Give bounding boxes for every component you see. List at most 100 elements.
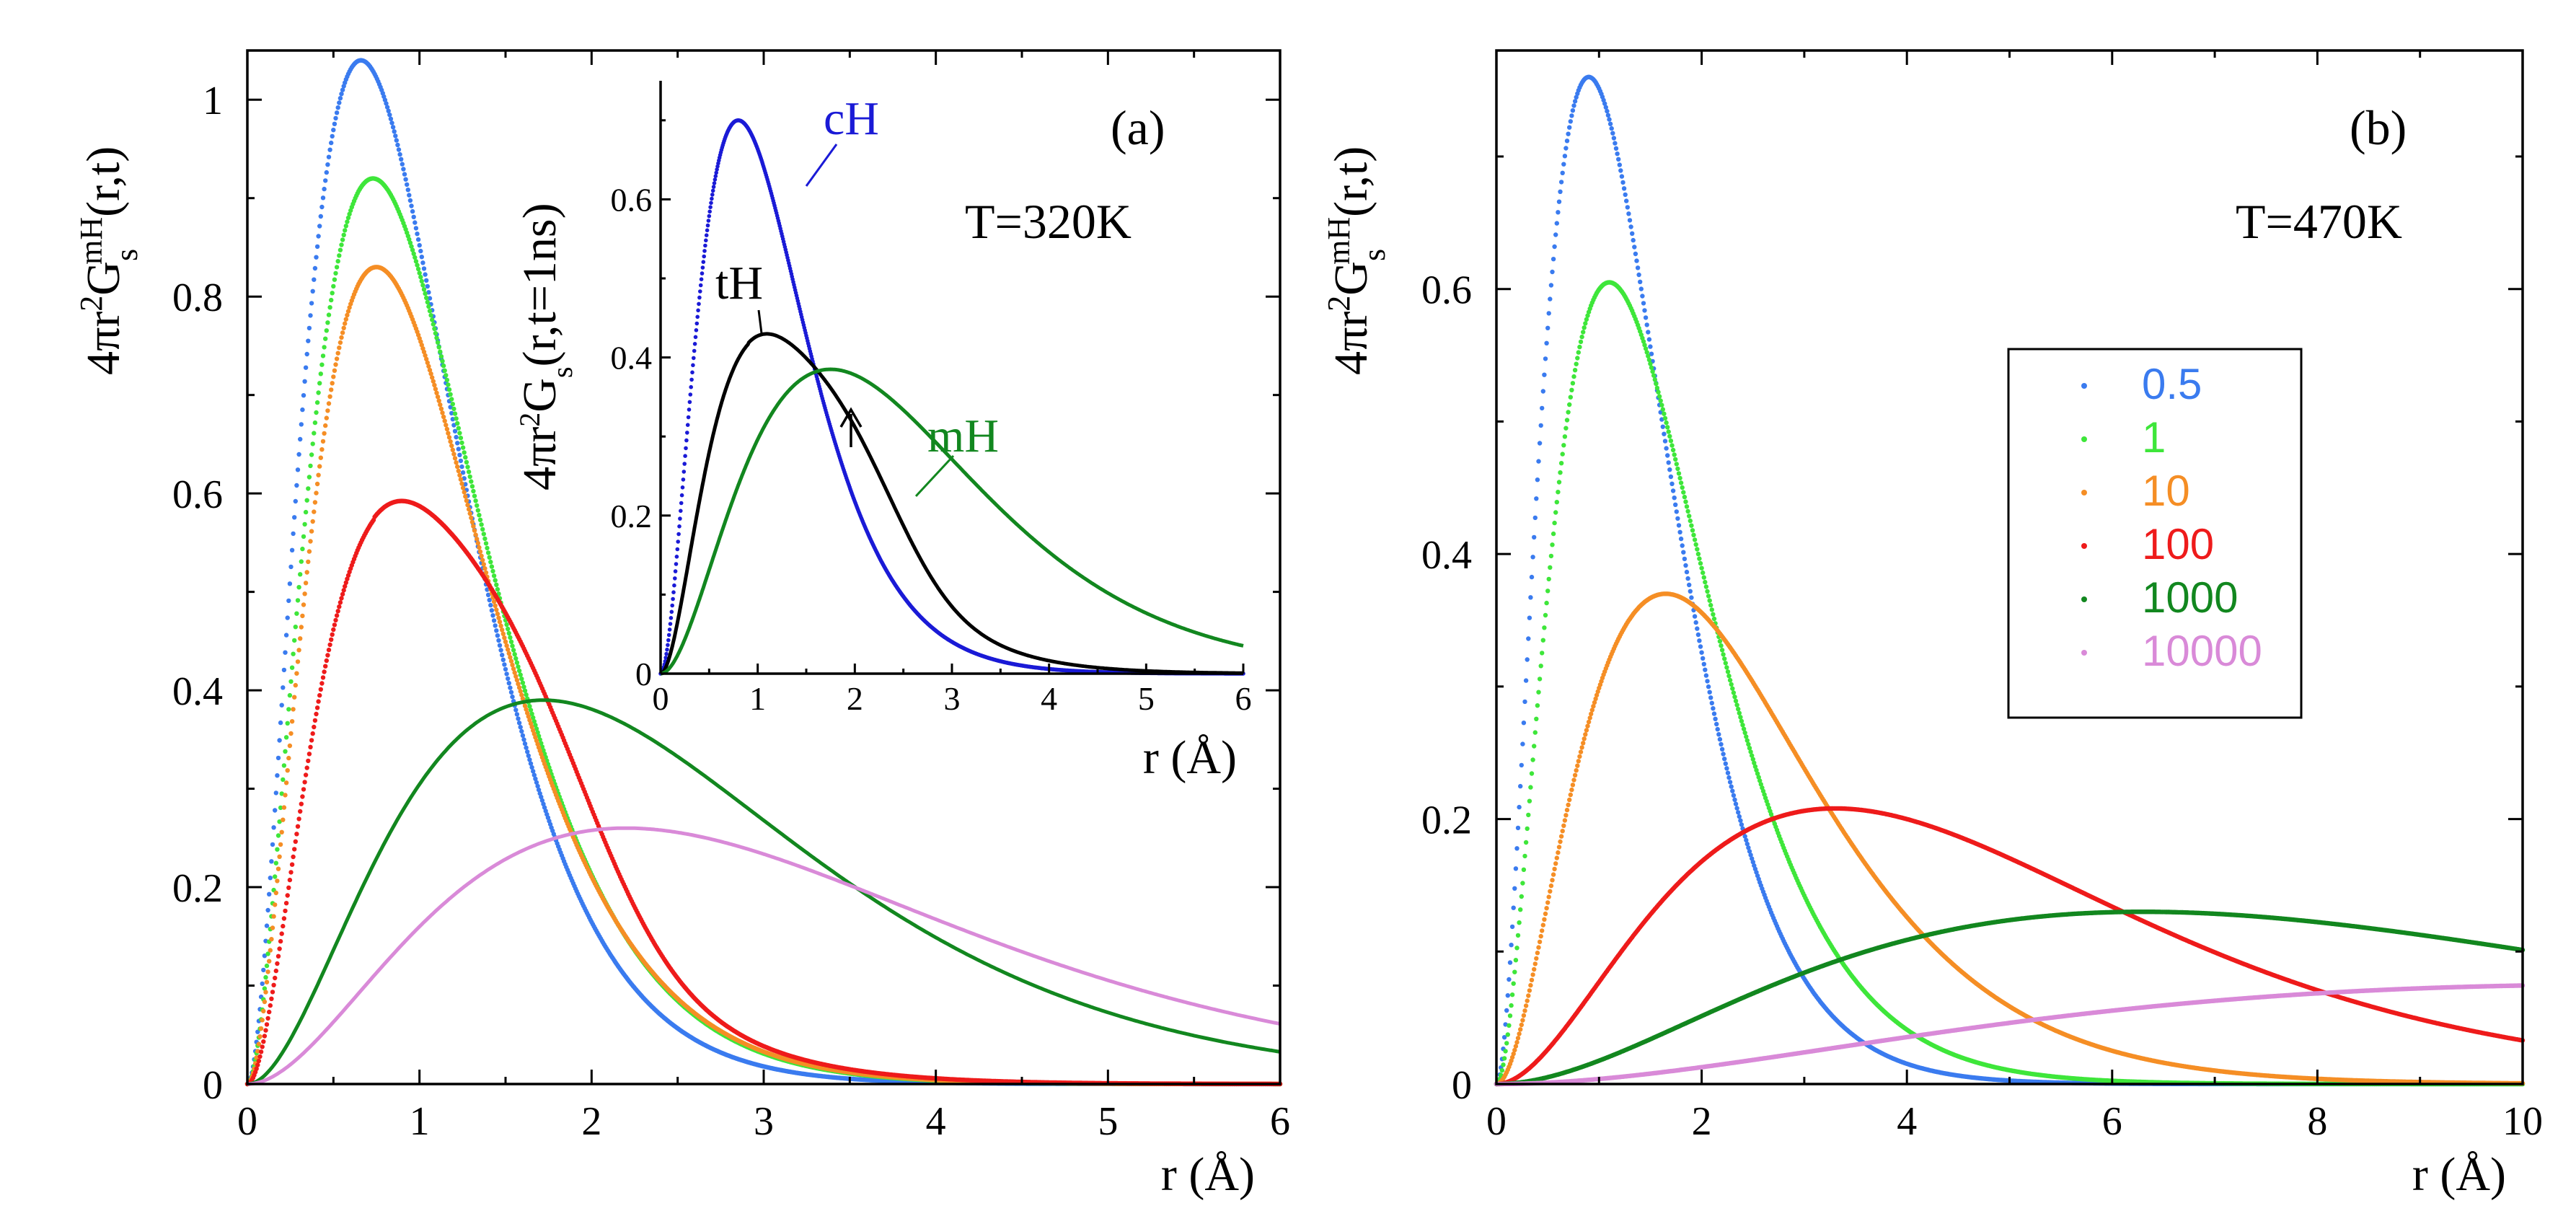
b-series-05-point [1626, 211, 1631, 216]
b-series-05-point [1646, 337, 1652, 342]
b-series-05-point [1605, 108, 1610, 114]
a-series-10-point [270, 925, 275, 930]
a-series-1-point [448, 392, 453, 397]
a-series-05-point [292, 515, 297, 520]
a-series-10-point [464, 498, 469, 503]
a-series-100-point [330, 632, 335, 637]
a-series-05-point [457, 452, 462, 457]
b-series-05-point [1703, 667, 1708, 672]
a-series-10-point [285, 768, 290, 773]
a-series-05-point [539, 794, 544, 800]
a-series-05-point [403, 177, 408, 182]
a-ytick-label: 0.2 [172, 866, 223, 911]
b-series-05-point [1512, 886, 1517, 891]
inset-series-ch-point [675, 547, 680, 552]
b-series-05-point [1695, 626, 1700, 631]
a-series-100-point [289, 862, 295, 867]
a-series-05-point [410, 208, 415, 214]
b-series-05-point [1611, 136, 1617, 141]
inset-series-ch-point [686, 415, 691, 420]
b-series-05-point [1548, 296, 1553, 301]
a-series-05-point [291, 531, 296, 537]
b-series-05-point [1553, 232, 1558, 237]
b-series-05-point [1638, 286, 1644, 291]
b-series-05-point [1672, 495, 1677, 501]
a-series-1-point [489, 564, 495, 569]
a-series-05-point [526, 753, 531, 759]
a-series-100-point [338, 600, 343, 605]
b-series-05-point [1689, 595, 1694, 600]
a-series-1-point [519, 677, 524, 682]
a-series-100-point [318, 687, 323, 692]
a-series-05-point [392, 129, 397, 134]
a-series-10-point [456, 468, 461, 474]
b-series-05-point [1538, 423, 1543, 428]
a-series-10-point [273, 902, 278, 907]
a-series-10-point [446, 431, 451, 436]
a-series-05-point [338, 96, 343, 101]
inset-background [661, 81, 1243, 674]
a-series-05-point [306, 325, 312, 331]
a-series-05-point [279, 702, 284, 708]
b-series-05-point [1717, 736, 1723, 742]
a-series-1-point [288, 679, 294, 684]
a-xtick-label: 0 [237, 1099, 257, 1144]
a-series-10-point [331, 374, 336, 379]
a-series-05-point [298, 436, 303, 442]
a-series-05-point [424, 278, 429, 283]
a-series-05-point [418, 248, 423, 254]
a-series-05-point [301, 393, 306, 398]
b-series-05-point [1523, 678, 1529, 683]
b-series-05-point [1619, 174, 1625, 179]
a-series-1-point [442, 368, 447, 373]
inset-xtick-label: 0 [653, 680, 669, 717]
a-series-1-point [263, 974, 268, 980]
a-series-100-point [256, 1058, 262, 1064]
a-series-05-point [288, 564, 294, 570]
a-xtick-label: 4 [926, 1099, 946, 1144]
a-series-05-point [503, 666, 508, 672]
a-series-10-point [293, 682, 298, 688]
a-series-05-point [535, 783, 540, 789]
a-series-1-point [508, 635, 513, 640]
inset-y-axis-label: 4πr2Gs(r,t=1ns) [513, 203, 578, 490]
a-series-1-point [485, 545, 490, 551]
a-series-05-point [494, 628, 499, 633]
a-series-100-point [327, 642, 332, 648]
a-series-10-point [448, 439, 453, 444]
a-series-10-point [480, 558, 485, 563]
b-series-05-point [1554, 221, 1559, 226]
a-series-05-point [497, 643, 503, 648]
a-series-05-point [337, 100, 342, 105]
a-series-100-point [294, 832, 299, 837]
a-series-05-point [419, 255, 424, 260]
a-series-100-point [283, 901, 289, 906]
a-series-1-point [457, 431, 462, 436]
a-series-1-point [303, 509, 309, 515]
a-series-05-point [278, 720, 283, 726]
b-series-05-point [1561, 162, 1566, 167]
a-series-1-point [475, 508, 480, 513]
a-series-05-point [273, 790, 278, 796]
a-series-1-point [419, 278, 424, 283]
inset-series-ch-point [683, 454, 687, 458]
inset-series-ch-point [699, 277, 704, 282]
inset-ytick-label: 0.4 [611, 340, 653, 376]
b-series-05-point [1670, 488, 1676, 493]
inset-xtick-label: 3 [944, 680, 961, 717]
a-series-1-point [469, 479, 474, 484]
a-series-1-point [449, 397, 454, 402]
a-series-10-point [449, 443, 454, 449]
b-series-05-point [1507, 977, 1512, 982]
a-xtick-label: 6 [1270, 1099, 1290, 1144]
b-series-05-point [1684, 569, 1690, 575]
a-series-05-point [389, 120, 394, 125]
a-series-1-point [289, 665, 295, 670]
a-series-1-point [285, 721, 290, 726]
a-series-10-point [337, 345, 342, 351]
a-series-05-point [533, 776, 538, 782]
a-series-1-point [320, 353, 326, 358]
a-series-1-point [506, 626, 511, 632]
a-series-10-point [471, 524, 476, 529]
a-series-05-point [409, 203, 414, 208]
